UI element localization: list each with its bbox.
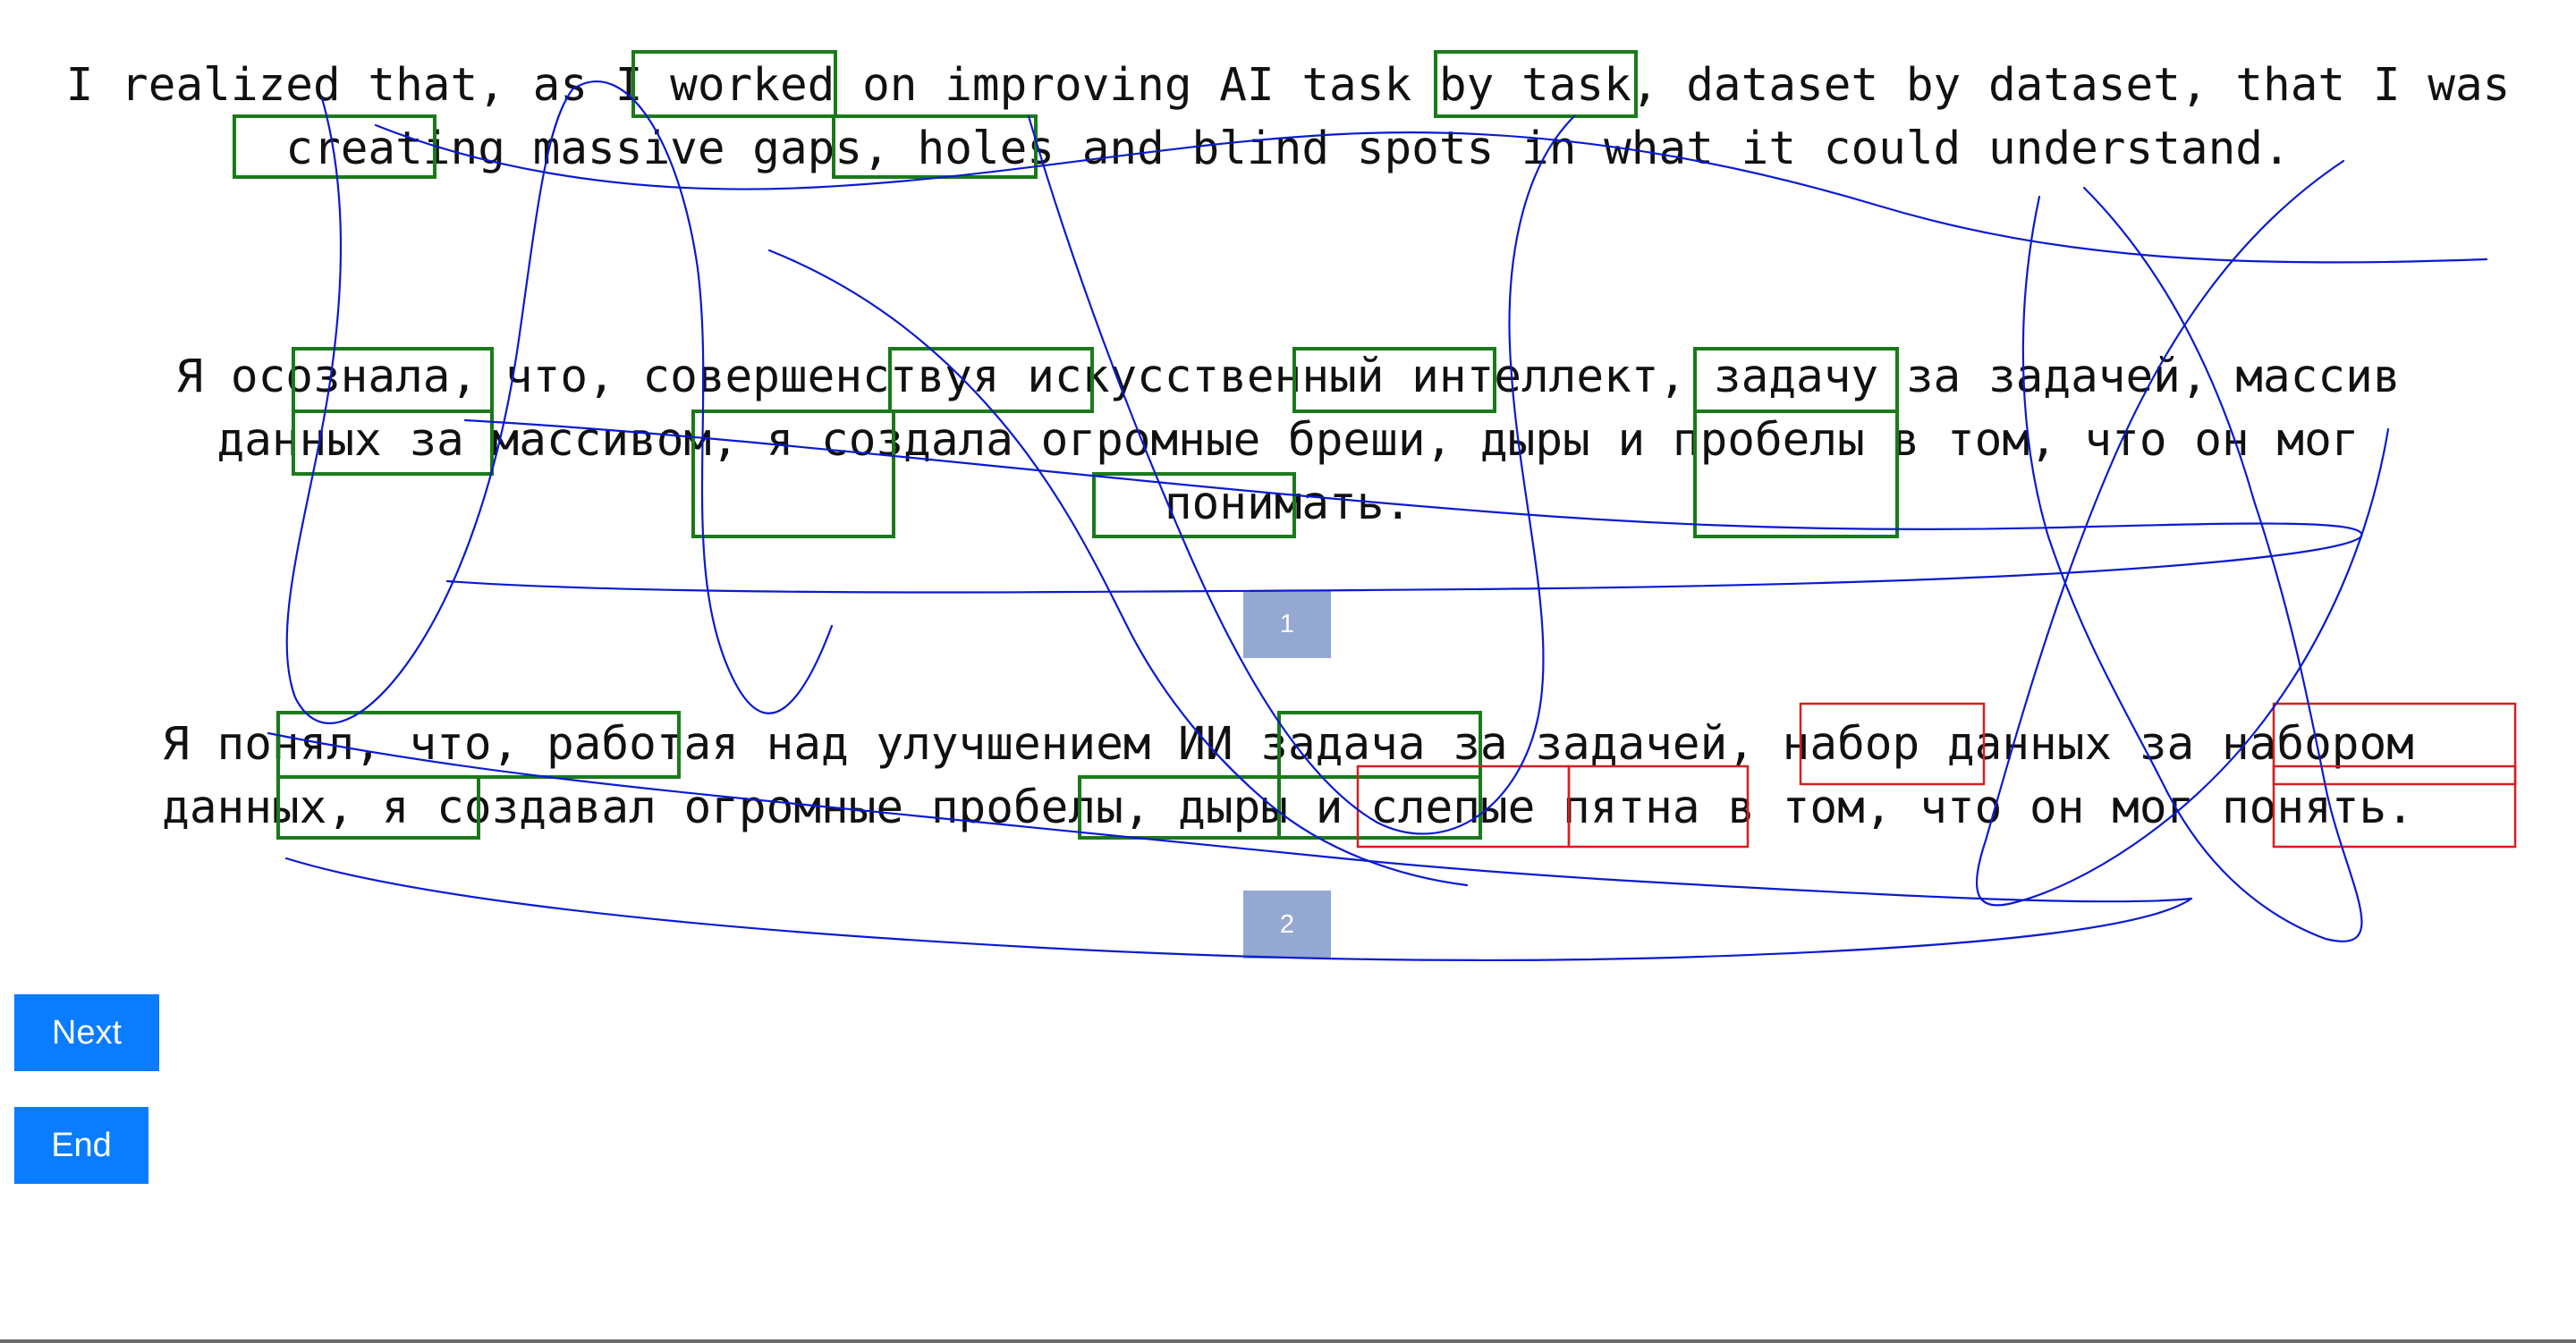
next-button[interactable]: Next (14, 994, 159, 1071)
end-button[interactable]: End (14, 1107, 148, 1184)
reference-translation: Я осознала, что, совершенствуя искусстве… (175, 351, 2401, 530)
marker-2: 2 (1243, 891, 1331, 959)
marker-1: 1 (1243, 590, 1331, 658)
source-sentence: I realized that, as I worked on improvin… (65, 59, 2511, 175)
bottom-divider (0, 1339, 2576, 1343)
hypothesis-translation: Я понял, что, работая над улучшением ИИ … (162, 718, 2414, 834)
